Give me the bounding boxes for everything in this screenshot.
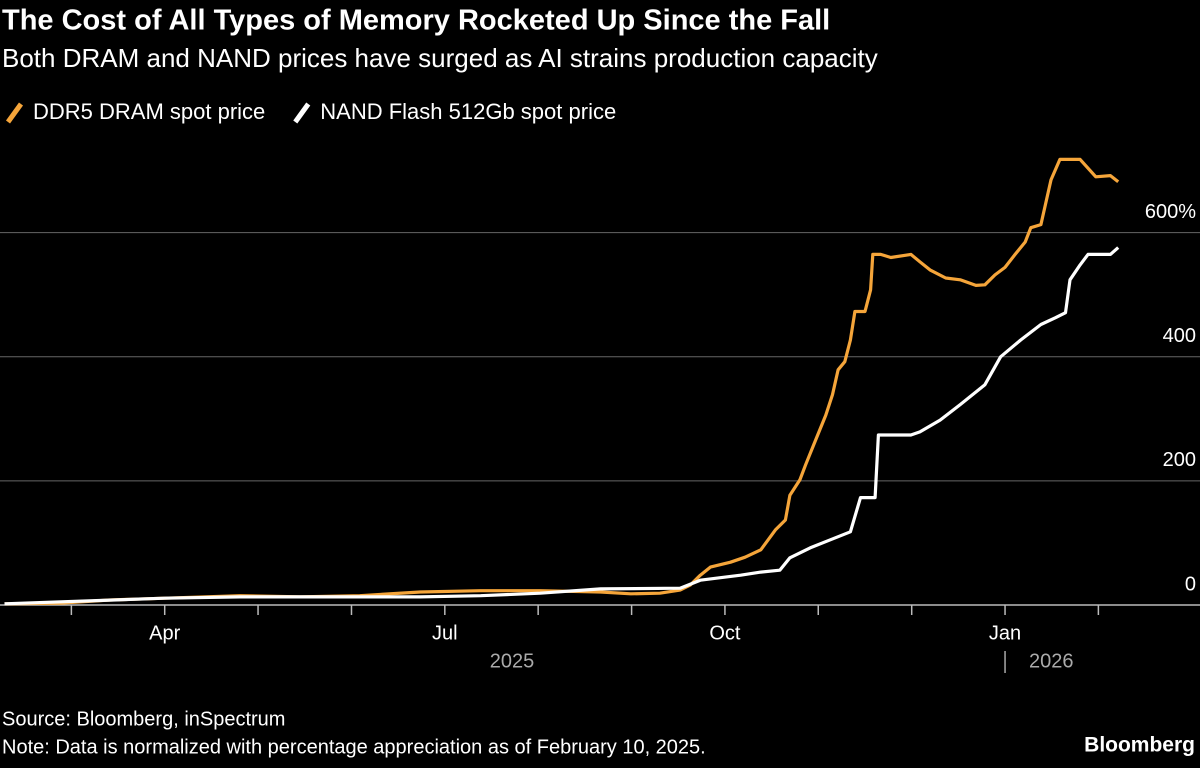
legend-swatch <box>293 102 311 124</box>
y-tick-label: 600% <box>1145 201 1196 223</box>
legend-label: DDR5 DRAM spot price <box>33 99 265 124</box>
y-tick-label: 200 <box>1163 449 1196 471</box>
y-tick-label: 0 <box>1185 573 1196 595</box>
series-line <box>4 246 1120 606</box>
note: Note: Data is normalized with percentage… <box>2 736 706 758</box>
x-tick-label: Apr <box>149 622 180 644</box>
x-tick-label: Jul <box>432 622 458 644</box>
x-tick-label: Jan <box>989 622 1021 644</box>
legend-label: NAND Flash 512Gb spot price <box>320 99 616 124</box>
x-year-label: 2025 <box>490 650 535 672</box>
y-tick-label: 400 <box>1163 325 1196 347</box>
x-tick-label: Oct <box>709 622 741 644</box>
series-line <box>4 157 1120 606</box>
legend-swatch <box>5 102 24 124</box>
brand: Bloomberg <box>1084 734 1195 757</box>
chart-title: The Cost of All Types of Memory Rocketed… <box>2 5 830 37</box>
source: Source: Bloomberg, inSpectrum <box>2 708 285 730</box>
chart-subtitle: Both DRAM and NAND prices have surged as… <box>2 43 878 73</box>
x-year-label: 2026 <box>1029 650 1074 672</box>
